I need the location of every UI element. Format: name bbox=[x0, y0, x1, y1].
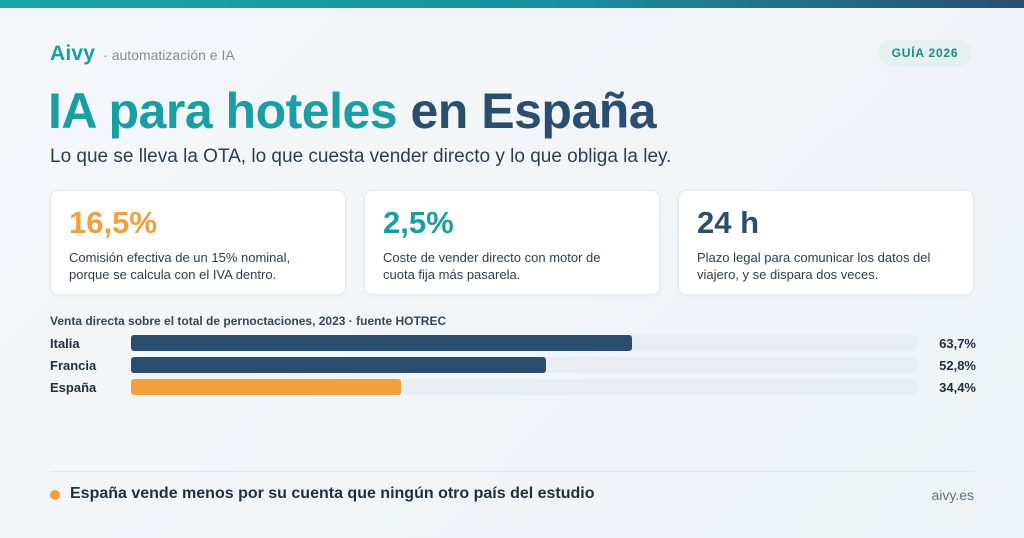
bar bbox=[131, 335, 632, 351]
stat-description: Comisión efectiva de un 15% nominal, porq… bbox=[69, 250, 291, 282]
bar-value-label: 34,4% bbox=[939, 380, 976, 395]
footer-divider bbox=[50, 471, 974, 472]
bar-value-label: 63,7% bbox=[939, 336, 976, 351]
top-accent-bar bbox=[0, 0, 1024, 8]
bar bbox=[131, 357, 546, 373]
bar-category-label: Francia bbox=[50, 358, 97, 373]
stat-description: Plazo legal para comunicar los datos del… bbox=[697, 250, 931, 282]
bar-category-label: España bbox=[50, 380, 97, 395]
stat-card-ota: 16,5% Comisión efectiva de un 15% nomina… bbox=[50, 190, 346, 295]
stat-value: 16,5% bbox=[69, 205, 157, 240]
bar-track bbox=[131, 379, 917, 395]
bar-row: Francia 52,8% bbox=[50, 357, 976, 375]
stat-description: Coste de vender directo con motor de cuot… bbox=[383, 250, 601, 282]
bar-track bbox=[131, 335, 917, 351]
stat-card-legal: 24 h Plazo legal para comunicar los dato… bbox=[678, 190, 974, 295]
bar-row: Italia 63,7% bbox=[50, 335, 976, 353]
bar-value-label: 52,8% bbox=[939, 358, 976, 373]
bullet-dot-icon bbox=[50, 490, 60, 500]
year-badge: GUÍA 2026 bbox=[878, 40, 972, 66]
stat-card-direct: 2,5% Coste de vender directo con motor d… bbox=[364, 190, 660, 295]
page-title: IA para hoteles en España bbox=[48, 80, 657, 142]
brand-logo: Aivy bbox=[50, 42, 96, 65]
footer-takeaway: España vende menos por su cuenta que nin… bbox=[70, 485, 595, 502]
page-subtitle: Lo que se lleva la OTA, lo que cuesta ve… bbox=[50, 146, 672, 167]
bar bbox=[131, 379, 401, 395]
bar-category-label: Italia bbox=[50, 336, 80, 351]
stat-value: 2,5% bbox=[383, 205, 454, 240]
bar-track bbox=[131, 357, 917, 373]
bar-row: España 34,4% bbox=[50, 379, 976, 397]
title-rest: en España bbox=[410, 83, 657, 139]
footer-url-link[interactable]: aivy.es bbox=[931, 487, 974, 503]
chart-title: Venta directa sobre el total de pernocta… bbox=[50, 314, 447, 328]
stat-value: 24 h bbox=[697, 205, 760, 240]
brand-tagline: · automatización e IA bbox=[103, 47, 235, 63]
title-highlight: IA para hoteles bbox=[48, 83, 398, 139]
brand: Aivy · automatización e IA bbox=[50, 42, 235, 66]
